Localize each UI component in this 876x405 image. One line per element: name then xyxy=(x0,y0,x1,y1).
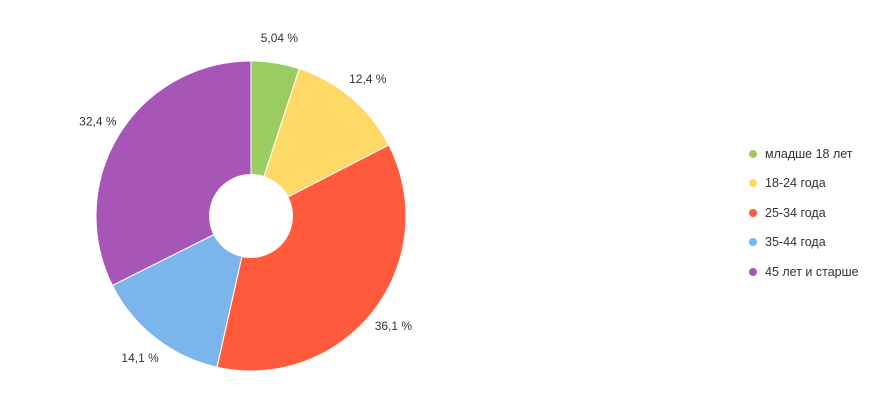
legend-label: 18-24 года xyxy=(765,176,826,191)
label-under-18: 5,04 % xyxy=(261,31,299,45)
slice-25-34[interactable] xyxy=(216,144,407,372)
legend-label: 25-34 года xyxy=(765,205,826,220)
legend-label: младше 18 лет xyxy=(765,146,853,161)
legend-marker xyxy=(749,238,757,247)
legend-marker xyxy=(749,267,757,276)
label-35-44: 14,1 % xyxy=(121,351,159,365)
slice-35-44[interactable] xyxy=(111,215,252,368)
legend-item-18-24[interactable]: 18-24 года xyxy=(749,169,859,199)
label-25-34: 36,1 % xyxy=(375,319,413,333)
legend-label: 45 лет и старше xyxy=(765,264,859,279)
slice-18-24[interactable] xyxy=(250,68,390,218)
legend: младше 18 лет 18-24 года 25-34 года 35-4… xyxy=(749,139,859,287)
slices-group xyxy=(95,60,407,372)
legend-marker xyxy=(749,179,757,188)
label-18-24: 12,4 % xyxy=(349,72,387,86)
legend-item-45-plus[interactable]: 45 лет и старше xyxy=(749,257,859,287)
slice-labels-group: 5,04 % 12,4 % 36,1 % 14,1 % 32,4 % xyxy=(79,31,412,365)
legend-marker xyxy=(749,208,757,217)
legend-item-under-18[interactable]: младше 18 лет xyxy=(749,139,859,169)
donut-hole xyxy=(209,174,293,258)
legend-marker xyxy=(749,149,757,158)
legend-label: 35-44 года xyxy=(765,235,826,250)
legend-item-35-44[interactable]: 35-44 года xyxy=(749,228,859,258)
label-45-plus: 32,4 % xyxy=(79,114,117,128)
legend-item-25-34[interactable]: 25-34 года xyxy=(749,198,859,228)
